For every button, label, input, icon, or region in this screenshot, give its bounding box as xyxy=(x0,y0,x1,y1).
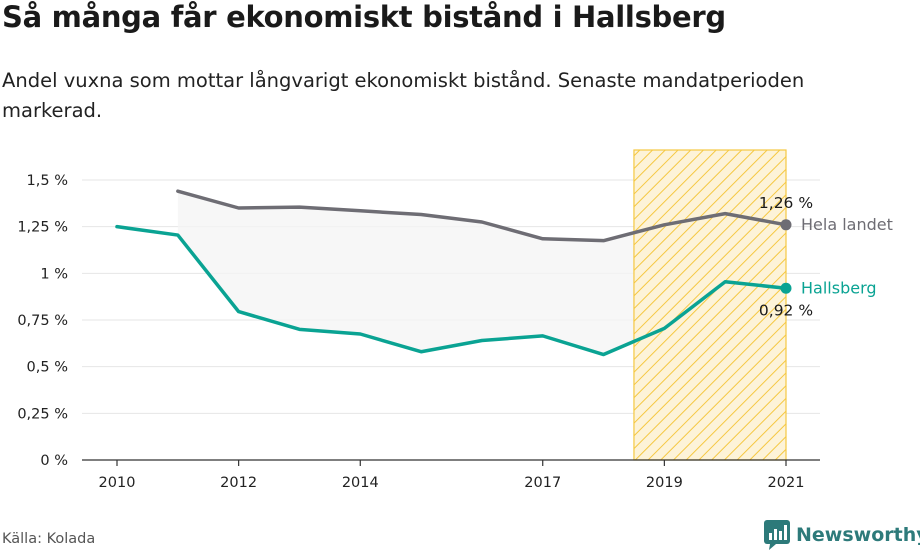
x-tick-label: 2021 xyxy=(768,475,805,491)
newsworthy-icon xyxy=(764,520,790,550)
y-tick-label: 0,25 % xyxy=(17,406,68,422)
x-tick-label: 2019 xyxy=(646,475,683,491)
x-tick-label: 2010 xyxy=(99,475,136,491)
y-tick-label: 1 % xyxy=(40,266,68,282)
y-tick-label: 1,25 % xyxy=(17,220,68,236)
highlight-period xyxy=(633,149,787,461)
chart-title: Så många får ekonomiskt bistånd i Hallsb… xyxy=(2,0,726,34)
series-line-hallsberg xyxy=(115,224,788,357)
end-point-hallsberg xyxy=(780,282,792,294)
brand-name: Newsworthy xyxy=(796,524,920,546)
y-tick-label: 0,75 % xyxy=(17,313,68,329)
end-value-hallsberg: 0,92 % xyxy=(759,301,813,319)
y-tick-label: 0,5 % xyxy=(27,360,68,376)
end-point-hela-landet xyxy=(780,219,792,231)
y-tick-label: 1,5 % xyxy=(27,173,68,189)
x-tick-label: 2014 xyxy=(342,475,379,491)
end-value-hela-landet: 1,26 % xyxy=(759,194,813,212)
chart-subtitle: Andel vuxna som mottar långvarigt ekonom… xyxy=(2,69,805,122)
y-tick-label: 0 % xyxy=(40,453,68,469)
series-name-hallsberg: Hallsberg xyxy=(801,278,877,297)
x-tick-label: 2012 xyxy=(220,475,257,491)
x-tick-label: 2017 xyxy=(524,475,561,491)
series-name-hela-landet: Hela landet xyxy=(801,215,893,234)
series-line-hela-landet xyxy=(176,189,788,243)
newsworthy-logo: Newsworthy xyxy=(764,519,920,551)
source-note: Källa: Kolada xyxy=(2,531,96,547)
